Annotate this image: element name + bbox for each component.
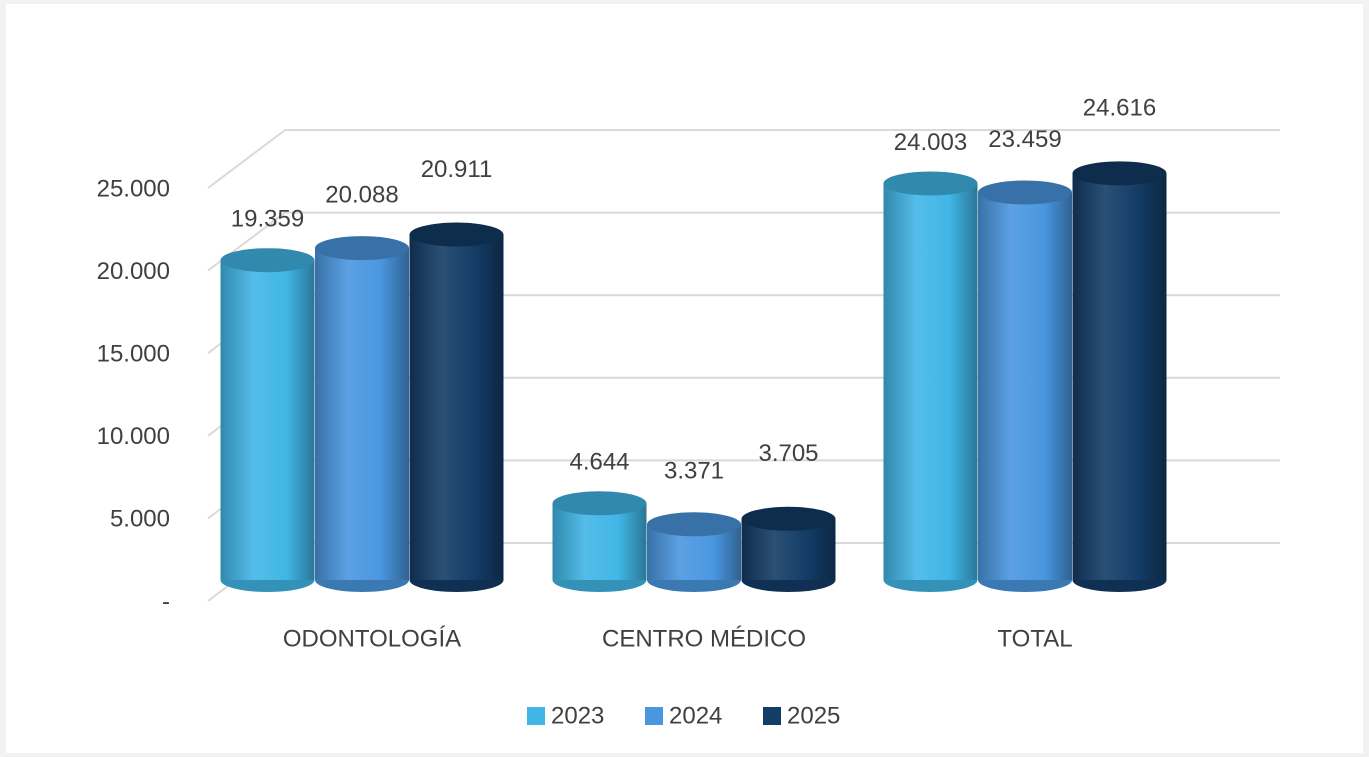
value-label: 3.371 (664, 458, 724, 485)
bar (883, 183, 978, 580)
value-label: 24.003 (894, 129, 967, 156)
y-tick-label: 5.000 (110, 506, 170, 533)
legend-label: 2023 (551, 702, 604, 729)
grid-line-depth (207, 129, 286, 189)
bar-top (315, 236, 409, 261)
x-tick-label: CENTRO MÉDICO (602, 625, 806, 652)
value-label: 20.088 (325, 181, 398, 208)
value-label: 24.616 (1083, 95, 1156, 122)
bar-top (1072, 161, 1167, 186)
y-tick-label: 25.000 (97, 175, 170, 202)
value-label: 19.359 (231, 206, 304, 233)
x-tick-label: TOTAL (997, 625, 1072, 652)
legend-swatch (527, 707, 545, 725)
value-label: 23.459 (988, 126, 1061, 153)
y-tick-label: - (162, 588, 170, 615)
bar (1072, 173, 1167, 580)
y-tick-label: 10.000 (97, 423, 170, 450)
y-tick-label: 20.000 (97, 258, 170, 285)
bar-top (978, 180, 1072, 205)
bar-top (409, 222, 504, 247)
bar-top (552, 491, 647, 516)
legend-label: 2025 (787, 702, 840, 729)
bar-top (883, 171, 978, 196)
value-label: 4.644 (569, 449, 629, 476)
bar-top (741, 506, 836, 531)
bar (552, 503, 647, 580)
bar-top (647, 512, 741, 537)
bar (315, 248, 409, 580)
y-tick-label: 15.000 (97, 341, 170, 368)
bar (978, 192, 1072, 580)
value-label: 3.705 (758, 440, 818, 467)
bar-top (220, 248, 315, 273)
legend-label: 2024 (669, 702, 722, 729)
x-tick-label: ODONTOLOGÍA (283, 625, 461, 652)
legend-swatch (763, 707, 781, 725)
legend-swatch (645, 707, 663, 725)
value-label: 20.911 (421, 156, 493, 183)
bar (409, 234, 504, 580)
bar (220, 260, 315, 580)
